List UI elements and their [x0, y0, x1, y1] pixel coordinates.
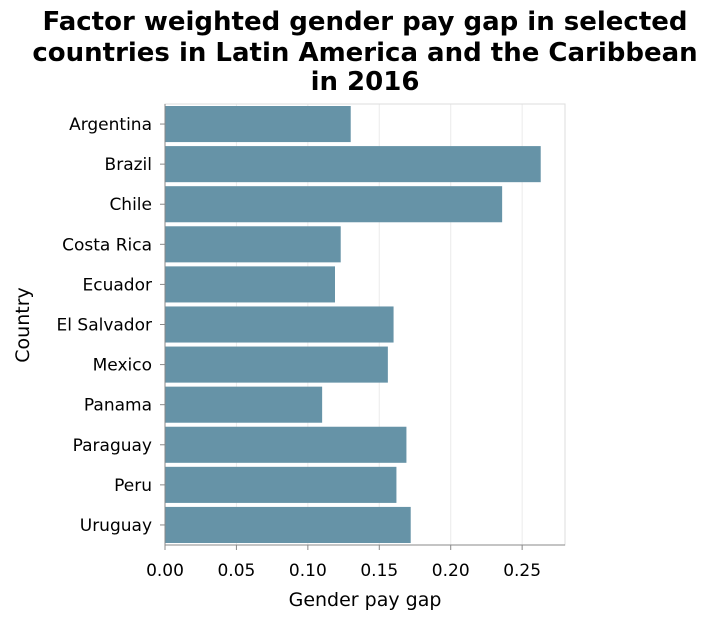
bar-mexico — [165, 346, 388, 383]
y-tick-label: Mexico — [93, 356, 152, 376]
x-tick-label: 0.20 — [432, 561, 470, 581]
y-tick-label: Costa Rica — [62, 235, 152, 255]
x-axis: 0.00 0.05 0.10 0.15 0.20 0.25 — [146, 544, 565, 581]
x-tick-label: 0.10 — [289, 561, 327, 581]
y-axis-title: Country — [12, 287, 34, 362]
y-tick-label: Brazil — [105, 155, 152, 175]
bar-paraguay — [165, 426, 407, 463]
y-tick-label: Chile — [109, 195, 152, 215]
bar-panama — [165, 386, 323, 423]
x-tick-label: 0.15 — [360, 561, 398, 581]
chart-title: Factor weighted gender pay gap in select… — [32, 7, 697, 97]
chart-title-line-2: countries in Latin America and the Carib… — [32, 38, 697, 68]
x-axis-title: Gender pay gap — [289, 589, 442, 611]
bar-brazil — [165, 146, 541, 183]
bar-peru — [165, 466, 397, 503]
y-tick-label: Ecuador — [83, 275, 152, 295]
bar-el-salvador — [165, 306, 394, 343]
chart-title-line-3: in 2016 — [311, 67, 420, 97]
y-axis: Argentina Brazil Chile Costa Rica Ecuador El … — [57, 104, 166, 545]
bar-chile — [165, 186, 503, 223]
y-tick-label: Uruguay — [80, 516, 152, 536]
y-tick-label: Paraguay — [73, 436, 152, 456]
x-tick-label: 0.25 — [503, 561, 541, 581]
bar-costa-rica — [165, 226, 341, 263]
bar-argentina — [165, 106, 351, 143]
y-tick-label: Peru — [114, 476, 152, 496]
chart-title-line-1: Factor weighted gender pay gap in select… — [42, 7, 687, 37]
x-tick-label: 0.05 — [217, 561, 255, 581]
bars — [165, 106, 541, 543]
y-tick-label: Argentina — [69, 115, 152, 135]
bar-uruguay — [165, 506, 411, 543]
y-tick-label: El Salvador — [57, 316, 152, 336]
y-tick-label: Panama — [84, 396, 152, 416]
bar-ecuador — [165, 266, 335, 303]
x-tick-label: 0.00 — [146, 561, 184, 581]
